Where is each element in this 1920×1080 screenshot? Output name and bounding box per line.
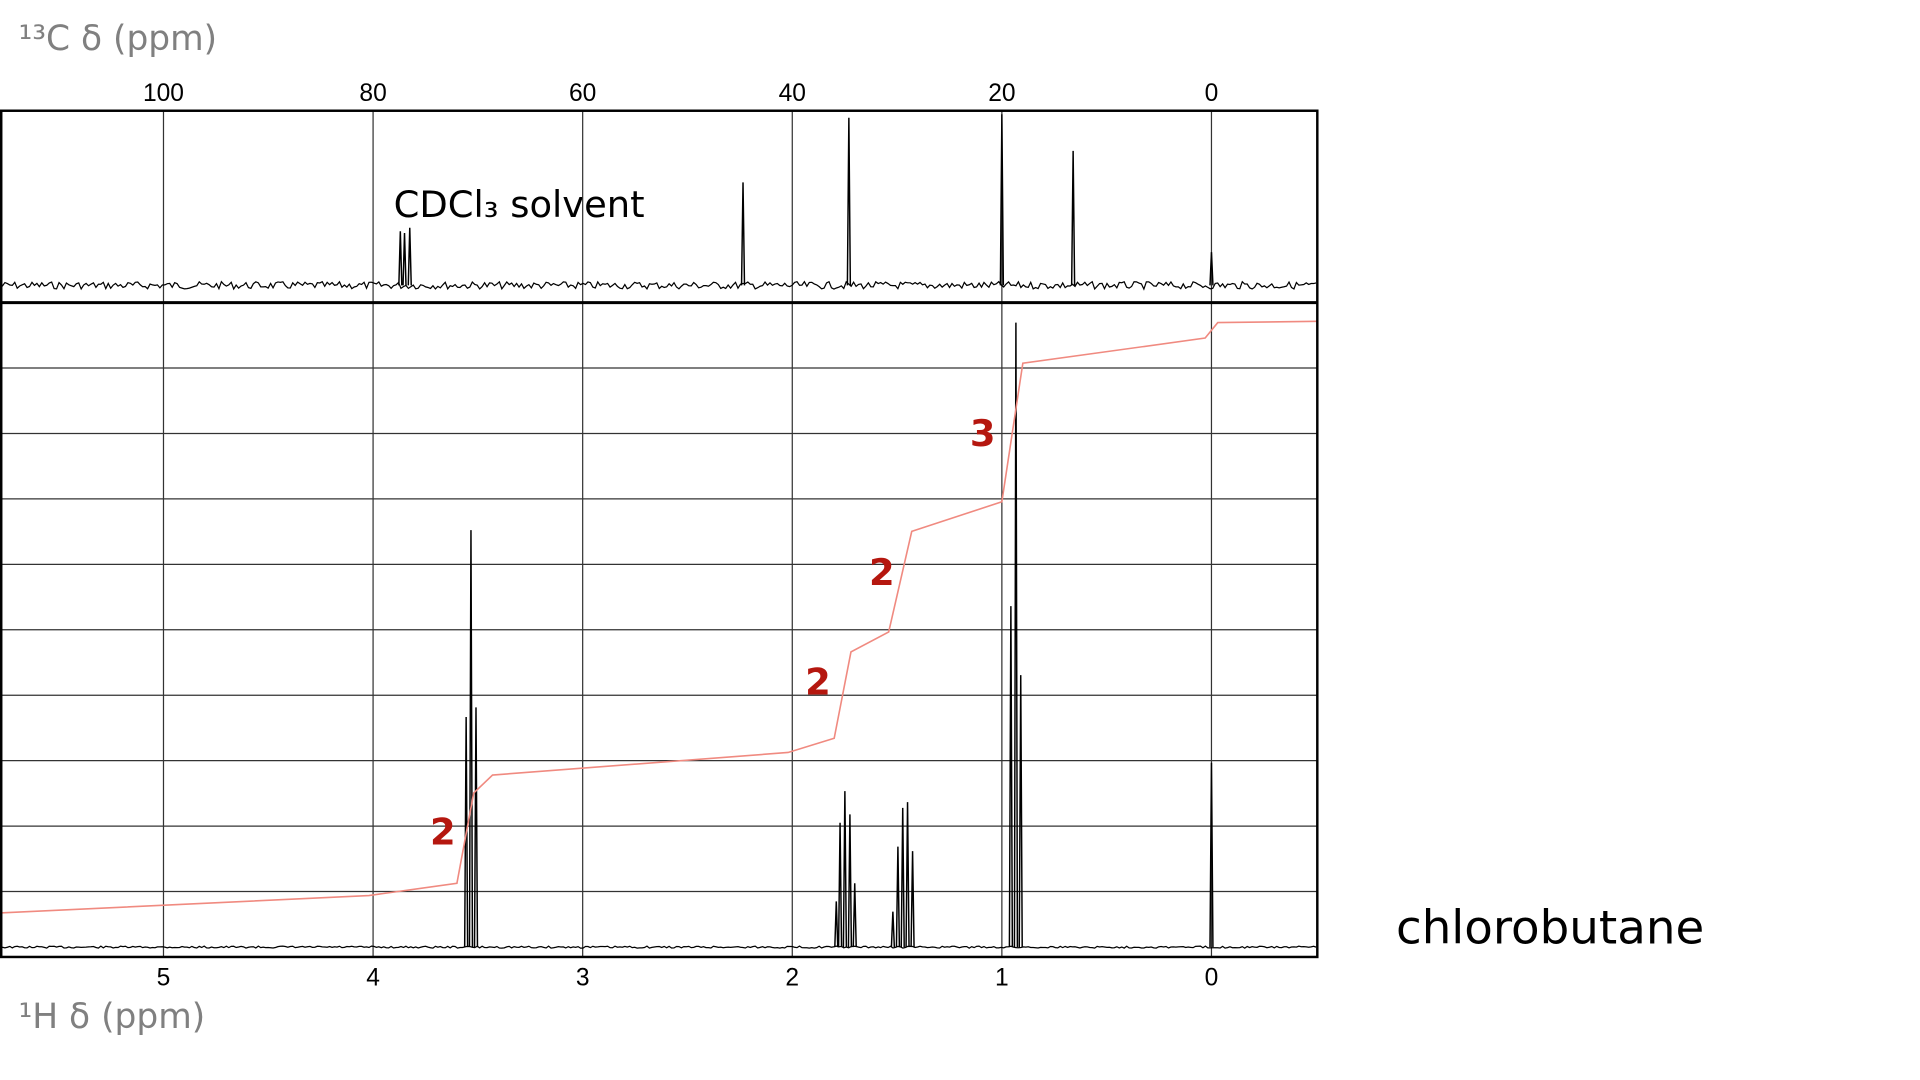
- peak: [846, 117, 852, 286]
- peak: [1018, 675, 1023, 948]
- baseline: [0, 280, 1317, 291]
- peak: [398, 231, 403, 286]
- integration-label: 2: [805, 660, 831, 703]
- x-tick-label: 3: [576, 965, 590, 992]
- peak: [852, 883, 857, 948]
- baseline: [0, 945, 1317, 949]
- x-tick-label: 100: [143, 80, 184, 107]
- peak: [402, 232, 407, 286]
- x-tick-label: 1: [995, 965, 1009, 992]
- peak: [895, 846, 901, 948]
- peak: [910, 851, 915, 948]
- peak: [847, 814, 853, 948]
- peak: [1209, 762, 1214, 948]
- peak: [999, 114, 1005, 286]
- peak: [837, 822, 843, 948]
- peak: [1070, 150, 1076, 286]
- peak: [1209, 252, 1214, 286]
- peak: [1008, 606, 1014, 948]
- proton-axis-title: ¹H δ (ppm): [18, 997, 205, 1037]
- peak: [1013, 322, 1019, 948]
- x-tick-label: 5: [157, 965, 171, 992]
- peak: [900, 807, 905, 948]
- peak: [463, 717, 469, 948]
- x-tick-label: 20: [988, 80, 1015, 107]
- x-tick-label: 60: [569, 80, 596, 107]
- integration-label: 3: [970, 412, 996, 455]
- x-tick-label: 4: [366, 965, 380, 992]
- x-tick-label: 2: [785, 965, 799, 992]
- compound-name: chlorobutane: [1396, 902, 1704, 956]
- integration-label: 2: [869, 551, 895, 594]
- peak: [407, 227, 412, 286]
- plot-frame: [0, 109, 1319, 959]
- peak: [834, 901, 839, 948]
- integral-curve: [0, 320, 1318, 914]
- x-tick-label: 80: [359, 80, 386, 107]
- peak: [473, 707, 479, 948]
- peak: [740, 182, 746, 286]
- peak: [468, 530, 474, 948]
- x-tick-label: 40: [779, 80, 806, 107]
- integration-label: 2: [430, 810, 456, 853]
- peak: [890, 911, 896, 948]
- x-tick-label: 0: [1205, 965, 1219, 992]
- carbon-axis-title: ¹³C δ (ppm): [18, 19, 217, 59]
- peak: [842, 791, 848, 948]
- solvent-annotation: CDCl₃ solvent: [394, 183, 645, 226]
- peak: [905, 802, 910, 948]
- x-tick-label: 0: [1205, 80, 1219, 107]
